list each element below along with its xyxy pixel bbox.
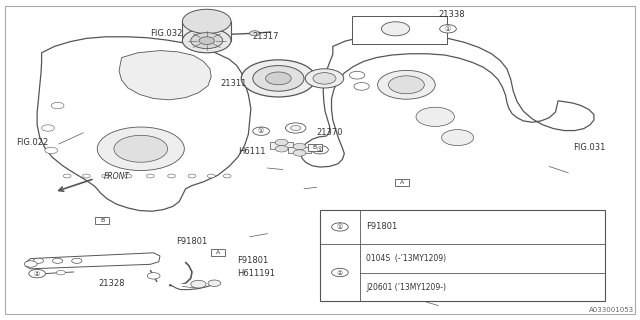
Circle shape: [56, 270, 65, 275]
Text: 21338: 21338: [438, 10, 465, 19]
Circle shape: [378, 70, 435, 99]
Text: F91801: F91801: [176, 237, 207, 246]
Circle shape: [266, 72, 291, 85]
Circle shape: [416, 107, 454, 126]
Circle shape: [285, 123, 306, 133]
Circle shape: [124, 174, 132, 178]
Circle shape: [29, 269, 45, 278]
Circle shape: [293, 143, 306, 150]
Circle shape: [332, 268, 348, 277]
Circle shape: [349, 71, 365, 79]
Text: J20601 (’13MY1209-): J20601 (’13MY1209-): [366, 283, 446, 292]
Circle shape: [147, 174, 154, 178]
Text: 21311: 21311: [220, 79, 246, 88]
Text: 21328: 21328: [99, 279, 125, 288]
Text: FIG.031: FIG.031: [573, 143, 605, 152]
Circle shape: [63, 174, 71, 178]
Circle shape: [83, 174, 90, 178]
Bar: [395, 179, 409, 186]
Circle shape: [275, 139, 288, 146]
Circle shape: [275, 146, 288, 152]
Circle shape: [191, 33, 223, 49]
Text: A033001053: A033001053: [588, 307, 634, 313]
Text: 0104S  (-’13MY1209): 0104S (-’13MY1209): [366, 254, 446, 263]
Circle shape: [241, 60, 316, 97]
Bar: [320, 210, 605, 301]
Circle shape: [208, 280, 221, 286]
Circle shape: [24, 261, 37, 267]
Circle shape: [207, 174, 215, 178]
Circle shape: [191, 280, 206, 288]
Circle shape: [354, 83, 369, 90]
Bar: [352, 16, 447, 44]
Circle shape: [33, 258, 44, 263]
Circle shape: [332, 223, 348, 231]
Circle shape: [313, 73, 336, 84]
Circle shape: [168, 174, 175, 178]
Circle shape: [442, 130, 474, 146]
Circle shape: [250, 31, 260, 36]
Bar: [308, 144, 322, 151]
Circle shape: [253, 66, 304, 91]
Text: ①: ①: [258, 128, 264, 134]
Circle shape: [291, 125, 301, 131]
Circle shape: [312, 146, 328, 154]
Polygon shape: [170, 283, 216, 290]
Circle shape: [182, 9, 231, 34]
Text: ①: ①: [337, 224, 343, 230]
Polygon shape: [37, 37, 251, 211]
Text: FIG.022: FIG.022: [16, 138, 48, 147]
Circle shape: [199, 37, 214, 44]
Circle shape: [293, 150, 306, 156]
Circle shape: [102, 174, 109, 178]
Bar: [211, 249, 225, 256]
Polygon shape: [301, 35, 594, 167]
Bar: [95, 217, 109, 224]
Circle shape: [182, 28, 231, 53]
Text: A: A: [400, 180, 404, 185]
Text: ①: ①: [445, 26, 451, 32]
Text: FRONT: FRONT: [104, 172, 130, 181]
Circle shape: [381, 22, 410, 36]
Text: H611191: H611191: [237, 269, 275, 278]
Text: 21317: 21317: [253, 32, 279, 41]
Text: H6111: H6111: [238, 148, 266, 156]
Circle shape: [45, 147, 58, 154]
Text: ②: ②: [34, 271, 40, 276]
Circle shape: [114, 135, 168, 162]
Polygon shape: [26, 253, 160, 269]
Text: F91801: F91801: [366, 222, 397, 231]
Circle shape: [72, 258, 82, 263]
Circle shape: [223, 174, 231, 178]
Polygon shape: [119, 51, 211, 100]
Circle shape: [440, 25, 456, 33]
Text: ①: ①: [317, 147, 323, 153]
Text: F91801: F91801: [237, 256, 268, 265]
Circle shape: [52, 258, 63, 263]
Circle shape: [388, 76, 424, 94]
Text: 21370: 21370: [317, 128, 343, 137]
Circle shape: [305, 69, 344, 88]
Bar: [288, 147, 311, 153]
Text: A: A: [216, 250, 220, 255]
Text: FIG.032: FIG.032: [150, 29, 182, 38]
Circle shape: [97, 127, 184, 171]
Circle shape: [147, 273, 160, 279]
Circle shape: [51, 102, 64, 109]
Bar: [270, 142, 293, 149]
Polygon shape: [182, 21, 231, 41]
Circle shape: [253, 127, 269, 135]
Circle shape: [188, 174, 196, 178]
Circle shape: [42, 125, 54, 131]
Text: B: B: [313, 145, 317, 150]
Text: ②: ②: [337, 269, 343, 276]
Text: B: B: [100, 218, 104, 223]
